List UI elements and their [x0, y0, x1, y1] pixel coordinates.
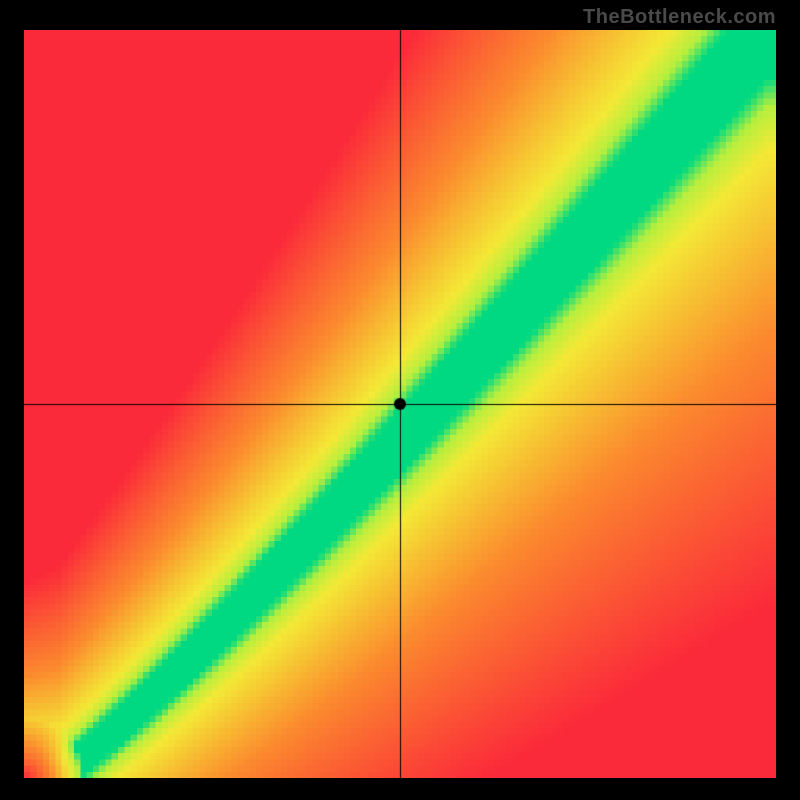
crosshair-overlay — [24, 30, 776, 778]
watermark-text: TheBottleneck.com — [583, 6, 776, 29]
chart-container: TheBottleneck.com — [0, 0, 800, 800]
